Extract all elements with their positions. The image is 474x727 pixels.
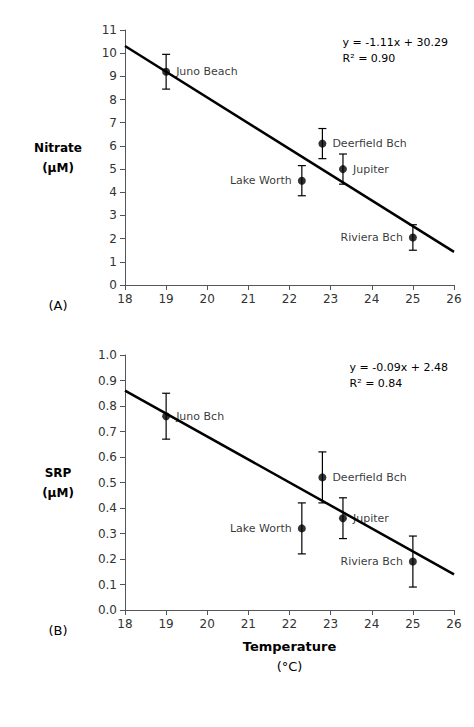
- svg-text:10: 10: [102, 46, 117, 60]
- svg-text:1: 1: [109, 255, 117, 269]
- svg-text:R² = 0.84: R² = 0.84: [350, 377, 403, 390]
- svg-text:Temperature: Temperature: [243, 639, 337, 654]
- svg-text:6: 6: [109, 139, 117, 153]
- svg-text:Juno Bch: Juno Bch: [175, 410, 224, 423]
- svg-text:24: 24: [364, 617, 379, 631]
- svg-text:24: 24: [364, 292, 379, 306]
- svg-text:4: 4: [109, 185, 117, 199]
- svg-text:Jupiter: Jupiter: [352, 512, 389, 525]
- svg-text:Lake Worth: Lake Worth: [230, 522, 292, 535]
- svg-text:21: 21: [241, 617, 256, 631]
- svg-text:0: 0: [109, 278, 117, 292]
- svg-text:25: 25: [405, 617, 420, 631]
- svg-text:0.9: 0.9: [98, 374, 117, 388]
- svg-text:2: 2: [109, 232, 117, 246]
- svg-text:19: 19: [158, 292, 173, 306]
- svg-text:Deerfield Bch: Deerfield Bch: [332, 137, 406, 150]
- svg-text:23: 23: [323, 292, 338, 306]
- svg-text:y = -1.11x + 30.29: y = -1.11x + 30.29: [343, 36, 448, 49]
- svg-text:0.4: 0.4: [98, 501, 117, 515]
- svg-text:0.8: 0.8: [98, 399, 117, 413]
- svg-text:0.0: 0.0: [98, 603, 117, 617]
- svg-text:0.7: 0.7: [98, 425, 117, 439]
- svg-text:11: 11: [102, 23, 117, 37]
- svg-text:8: 8: [109, 93, 117, 107]
- svg-text:(°C): (°C): [277, 659, 303, 674]
- svg-text:R² = 0.90: R² = 0.90: [343, 52, 396, 65]
- svg-text:23: 23: [323, 617, 338, 631]
- svg-text:26: 26: [446, 617, 461, 631]
- svg-text:0.3: 0.3: [98, 527, 117, 541]
- svg-text:21: 21: [241, 292, 256, 306]
- svg-text:1.0: 1.0: [98, 348, 117, 362]
- svg-text:Riviera Bch: Riviera Bch: [341, 555, 403, 568]
- svg-text:26: 26: [446, 292, 461, 306]
- svg-text:(B): (B): [48, 623, 67, 638]
- svg-text:Jupiter: Jupiter: [352, 163, 389, 176]
- svg-text:20: 20: [200, 292, 215, 306]
- svg-text:20: 20: [200, 617, 215, 631]
- svg-text:Lake Worth: Lake Worth: [230, 174, 292, 187]
- svg-text:0.6: 0.6: [98, 450, 117, 464]
- svg-text:18: 18: [117, 292, 132, 306]
- svg-text:Deerfield Bch: Deerfield Bch: [332, 471, 406, 484]
- svg-text:22: 22: [282, 292, 297, 306]
- svg-text:Juno Beach: Juno Beach: [175, 65, 238, 78]
- svg-text:0.5: 0.5: [98, 476, 117, 490]
- svg-text:(A): (A): [48, 298, 67, 313]
- svg-text:y = -0.09x + 2.48: y = -0.09x + 2.48: [350, 361, 448, 374]
- svg-text:19: 19: [158, 617, 173, 631]
- svg-text:7: 7: [109, 116, 117, 130]
- svg-text:(μM): (μM): [42, 486, 74, 500]
- svg-text:18: 18: [117, 617, 132, 631]
- svg-text:22: 22: [282, 617, 297, 631]
- svg-text:Riviera Bch: Riviera Bch: [341, 231, 403, 244]
- svg-text:(μM): (μM): [42, 161, 74, 175]
- svg-text:0.1: 0.1: [98, 578, 117, 592]
- svg-text:Nitrate: Nitrate: [34, 141, 82, 155]
- svg-text:3: 3: [109, 208, 117, 222]
- svg-text:25: 25: [405, 292, 420, 306]
- svg-text:9: 9: [109, 69, 117, 83]
- svg-text:SRP: SRP: [45, 466, 72, 480]
- svg-text:0.2: 0.2: [98, 552, 117, 566]
- svg-text:5: 5: [109, 162, 117, 176]
